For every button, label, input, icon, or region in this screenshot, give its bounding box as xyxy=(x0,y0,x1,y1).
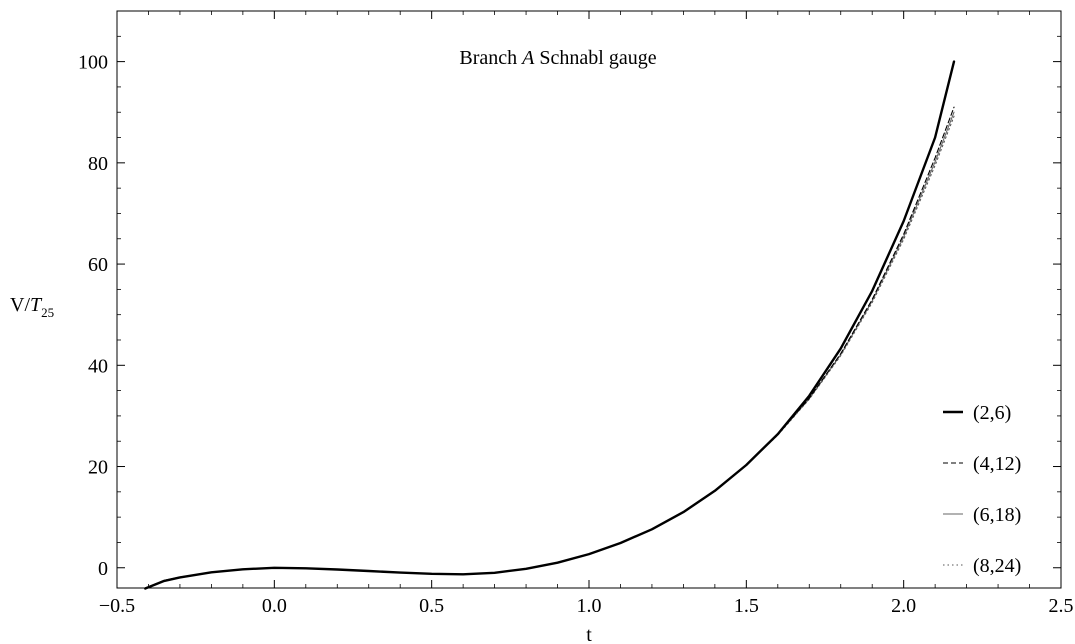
x-tick-label: 0.5 xyxy=(419,595,444,617)
x-tick-label: −0.5 xyxy=(99,595,135,617)
x-tick-label: 2.0 xyxy=(891,595,916,617)
y-tick-label: 40 xyxy=(88,355,108,377)
legend-label-4: (8,24) xyxy=(973,555,1021,577)
x-tick-label: 1.0 xyxy=(577,595,602,617)
x-tick-label: 1.5 xyxy=(734,595,759,617)
y-tick-label: 20 xyxy=(88,457,108,479)
legend-label-1: (2,6) xyxy=(973,402,1011,424)
x-tick-label: 0.0 xyxy=(262,595,287,617)
series-line-1 xyxy=(144,60,956,590)
axis-ticks xyxy=(116,10,1062,588)
series-layer xyxy=(144,60,956,590)
series-line-4 xyxy=(144,115,955,589)
x-axis-label: t xyxy=(586,624,592,644)
tick-labels: −0.5 0.0 0.5 1.0 1.5 2.0 2.5 0 20 40 60 80 100 xyxy=(78,52,1074,617)
y-axis-label: V/T25 xyxy=(10,294,54,320)
plot-frame xyxy=(116,10,1062,589)
series-line-3 xyxy=(144,111,955,589)
y-tick-label: 0 xyxy=(98,558,108,580)
chart-title: Branch A Schnabl gauge xyxy=(459,47,656,69)
y-tick-label: 80 xyxy=(88,153,108,175)
legend: (2,6) (4,12) (6,18) (8,24) xyxy=(943,402,1021,577)
legend-label-3: (6,18) xyxy=(973,504,1021,526)
x-tick-label: 2.5 xyxy=(1049,595,1074,617)
y-tick-label: 100 xyxy=(78,52,108,74)
y-tick-label: 60 xyxy=(88,254,108,276)
series-line-2 xyxy=(144,106,955,589)
legend-label-2: (4,12) xyxy=(973,453,1021,475)
